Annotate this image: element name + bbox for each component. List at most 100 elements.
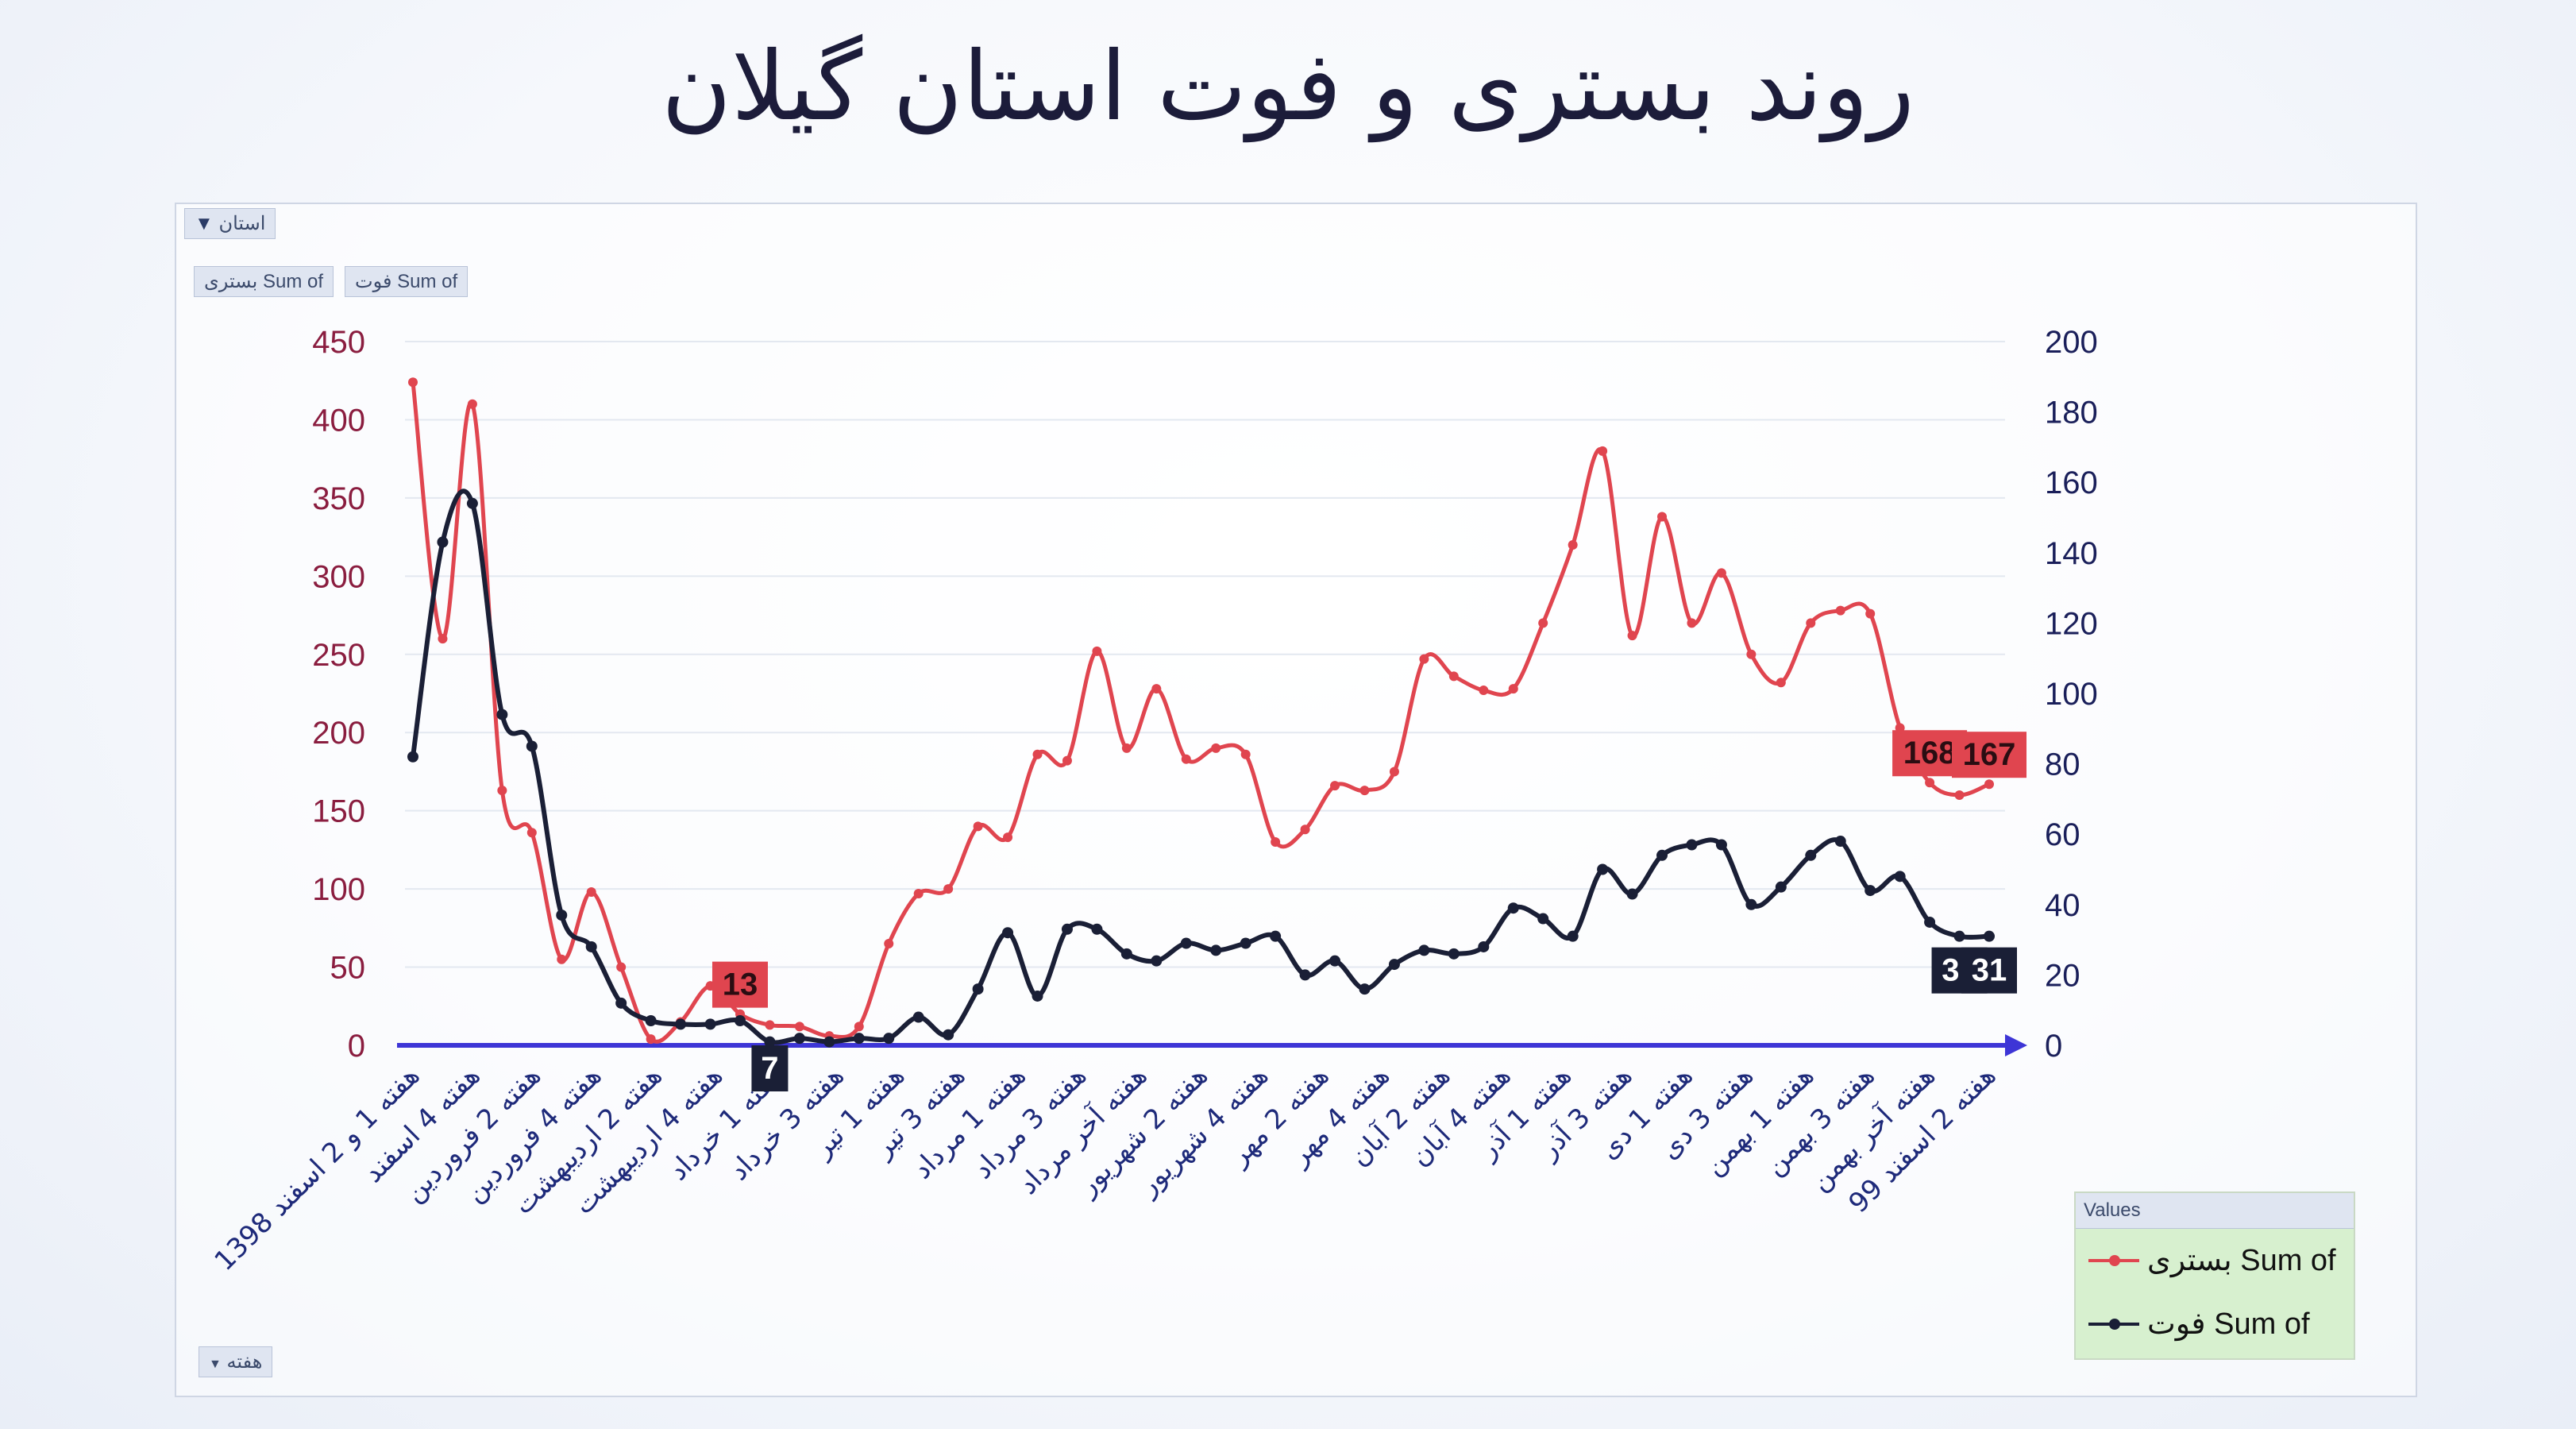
point-deaths: [1002, 927, 1014, 939]
point-deaths: [1240, 937, 1251, 949]
point-hospitalized: [1121, 743, 1132, 753]
point-hospitalized: [1984, 779, 1994, 790]
point-deaths: [556, 910, 568, 921]
left-axis-tick-label: 200: [312, 716, 365, 751]
point-deaths: [645, 1014, 657, 1026]
point-hospitalized: [1716, 568, 1726, 578]
x-axis: [397, 1034, 2027, 1056]
point-hospitalized: [1300, 825, 1310, 835]
field-button-deaths[interactable]: Sum of فوت: [345, 266, 469, 297]
point-deaths: [883, 1033, 895, 1045]
chart-title: روند بستری و فوت استان گیلان: [661, 32, 1915, 142]
point-deaths: [972, 983, 984, 995]
x-axis-arrow: [2005, 1034, 2027, 1056]
field-button-hospitalized[interactable]: Sum of بستری: [194, 266, 334, 297]
right-axis-tick-label: 200: [2045, 325, 2098, 360]
point-hospitalized: [1330, 781, 1340, 791]
point-hospitalized: [1032, 749, 1043, 759]
legend-item-hospitalized[interactable]: Sum of بستری: [2076, 1229, 2354, 1292]
point-deaths: [1478, 940, 1490, 952]
point-deaths: [526, 740, 538, 752]
filter-icon: ▼: [195, 213, 214, 234]
point-hospitalized: [646, 1034, 656, 1045]
week-filter-button[interactable]: ▼ هفته: [199, 1346, 273, 1377]
left-axis-tick-label: 150: [312, 794, 365, 829]
left-axis-tick-label: 0: [348, 1029, 365, 1064]
data-label: 168: [1903, 736, 1957, 771]
right-axis-tick-label: 20: [2045, 958, 2080, 993]
point-deaths: [1329, 955, 1341, 967]
point-deaths: [1032, 990, 1043, 1002]
point-hospitalized: [438, 634, 448, 644]
data-label-box: [751, 1045, 789, 1091]
point-deaths: [1775, 881, 1787, 893]
point-hospitalized: [1271, 837, 1281, 848]
data-label-box: [711, 961, 768, 1008]
right-axis-tick-label: 120: [2045, 606, 2098, 641]
point-hospitalized: [616, 962, 627, 972]
point-deaths: [853, 1033, 865, 1045]
point-hospitalized: [854, 1022, 864, 1032]
week-filter-label: هفته: [226, 1351, 263, 1373]
point-deaths: [1359, 983, 1371, 995]
point-deaths: [496, 709, 508, 720]
point-hospitalized: [557, 954, 567, 964]
point-deaths: [1834, 836, 1846, 848]
data-label: 13: [723, 967, 758, 1002]
point-deaths: [1507, 902, 1519, 914]
point-hospitalized: [884, 939, 894, 949]
point-hospitalized: [467, 399, 477, 409]
chevron-down-icon: ▼: [209, 1358, 222, 1371]
point-deaths: [823, 1036, 835, 1048]
series-line-deaths: [411, 489, 1990, 1045]
point-deaths: [1537, 913, 1549, 925]
point-deaths: [1448, 948, 1460, 960]
right-axis-tick-label: 140: [2045, 536, 2098, 571]
right-axis-tick-label: 160: [2045, 465, 2098, 500]
point-deaths: [1091, 923, 1103, 935]
point-deaths: [1388, 959, 1400, 971]
legend-label-deaths: Sum of فوت: [2147, 1307, 2310, 1341]
point-deaths: [793, 1033, 805, 1045]
right-axis: 0 20 40 60 80 100 120 140 160 180 200: [2045, 325, 2098, 1064]
point-deaths: [1151, 955, 1163, 967]
point-deaths: [1894, 871, 1906, 883]
point-deaths: [734, 1014, 746, 1026]
point-deaths: [407, 751, 418, 763]
right-axis-tick-label: 40: [2045, 888, 2080, 923]
point-deaths: [1120, 948, 1132, 960]
point-hospitalized: [1181, 754, 1191, 764]
point-deaths: [1061, 923, 1073, 935]
point-hospitalized: [1151, 684, 1162, 694]
point-hospitalized: [1538, 618, 1548, 628]
province-filter-label: استان: [218, 213, 266, 234]
point-deaths: [1686, 839, 1698, 851]
point-hospitalized: [1389, 767, 1399, 777]
point-deaths: [1180, 937, 1192, 949]
right-axis-tick-label: 180: [2045, 396, 2098, 431]
point-deaths: [704, 1018, 716, 1030]
point-deaths: [1953, 930, 1965, 942]
point-hospitalized: [1835, 605, 1845, 616]
left-axis-tick-label: 450: [312, 325, 365, 360]
point-deaths: [1597, 863, 1609, 875]
point-hospitalized: [1954, 790, 1965, 800]
legend-item-deaths[interactable]: Sum of فوت: [2076, 1292, 2354, 1356]
data-label: 31: [1972, 953, 2007, 988]
point-deaths: [1865, 885, 1876, 897]
province-filter-button[interactable]: ▼ استان: [184, 208, 276, 239]
point-hospitalized: [1062, 755, 1072, 766]
left-axis-tick-label: 250: [312, 638, 365, 673]
point-hospitalized: [1865, 608, 1876, 619]
point-deaths: [1745, 898, 1757, 910]
series-lines: [411, 381, 1990, 1045]
point-deaths: [437, 536, 449, 548]
point-hospitalized: [1419, 654, 1429, 664]
right-axis-tick-label: 80: [2045, 747, 2080, 782]
point-hospitalized: [586, 887, 596, 898]
point-hospitalized: [1240, 749, 1251, 759]
point-hospitalized: [1568, 539, 1578, 550]
left-axis-tick-label: 300: [312, 559, 365, 594]
data-label: 167: [1963, 737, 2016, 772]
